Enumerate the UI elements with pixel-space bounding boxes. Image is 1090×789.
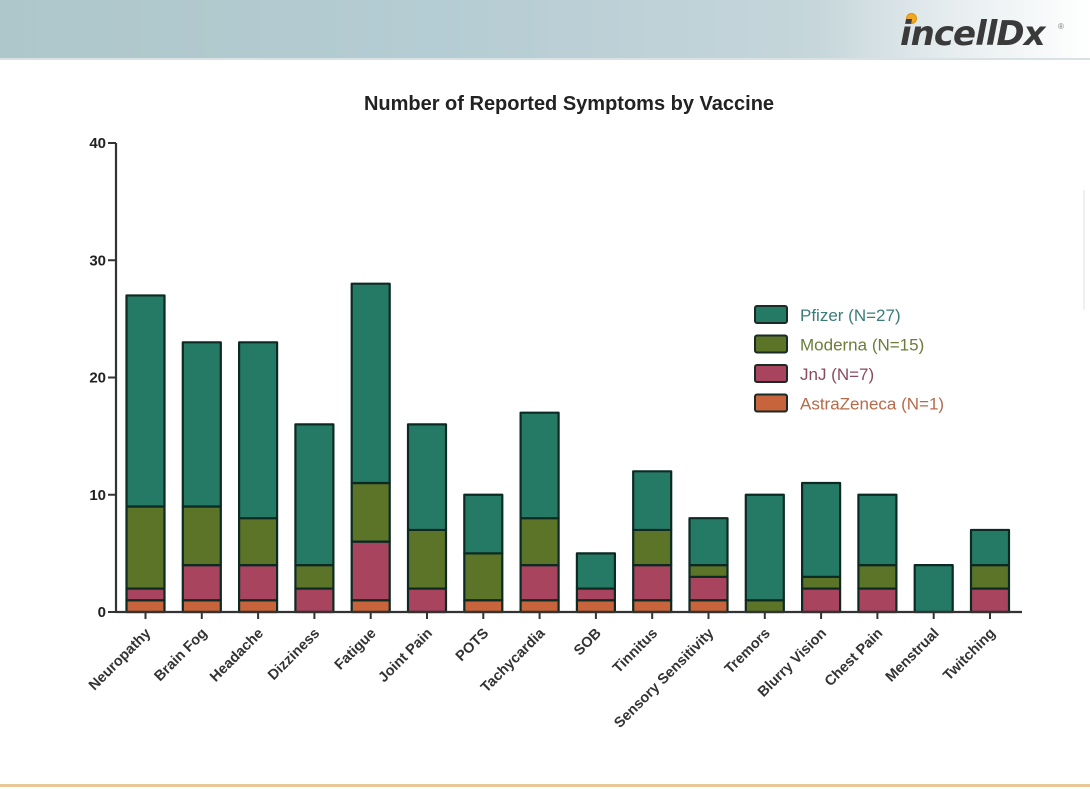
bar-segment-sensory-sensitivity-jnj (688, 575, 729, 602)
x-tick-label-menstrual: Menstrual (883, 626, 943, 686)
bar-segment-pots-pfizer (463, 493, 504, 555)
bar-segment-tachycardia-pfizer (519, 411, 560, 520)
bar-segment-pots-moderna (463, 552, 504, 602)
x-tick-label-dizziness: Dizziness (265, 626, 323, 684)
header-band (0, 0, 1090, 60)
footer-divider (0, 784, 1090, 787)
bar-segment-headache-jnj (238, 563, 279, 602)
bar-segment-pots-astrazeneca (463, 599, 504, 614)
legend-swatch-pfizer (754, 305, 788, 324)
bar-segment-chest-pain-pfizer (857, 493, 898, 567)
bar-segment-sensory-sensitivity-moderna (688, 563, 729, 578)
bar-segment-sensory-sensitivity-pfizer (688, 517, 729, 567)
bar-segment-joint-pain-jnj (406, 587, 448, 614)
bar-segment-neuropathy-jnj (125, 587, 166, 602)
logo-dot-icon (906, 13, 917, 24)
bar-segment-brain-fog-moderna (181, 505, 222, 567)
bar-segment-neuropathy-astrazeneca (125, 599, 166, 614)
bar-segment-fatigue-pfizer (350, 282, 391, 485)
y-tick-label-40: 40 (89, 135, 106, 152)
legend-swatch-jnj (754, 364, 788, 383)
legend-label-astrazeneca: AstraZeneca (N=1) (800, 395, 944, 414)
bar-segment-menstrual-pfizer (913, 563, 954, 614)
bar-segment-sob-jnj (575, 587, 617, 602)
x-tick-label-sob: SOB (571, 626, 605, 660)
bar-segment-dizziness-moderna (294, 563, 335, 590)
x-tick-label-brain-fog: Brain Fog (151, 626, 210, 685)
bar-segment-sob-pfizer (575, 552, 617, 590)
registered-mark: ® (1058, 22, 1064, 31)
bar-segment-fatigue-jnj (350, 540, 391, 602)
bar-segment-brain-fog-jnj (181, 563, 222, 602)
bar-segment-tinnitus-pfizer (632, 470, 673, 532)
bar-segment-fatigue-moderna (350, 481, 391, 543)
bar-segment-neuropathy-pfizer (125, 294, 166, 508)
bar-segment-headache-astrazeneca (238, 599, 279, 614)
legend-swatch-moderna (754, 334, 788, 354)
bar-segment-dizziness-pfizer (294, 423, 335, 567)
bar-segment-dizziness-jnj (294, 587, 335, 614)
x-tick-label-sensory-sensitivity: Sensory Sensitivity (611, 626, 717, 732)
x-tick-label-tinnitus: Tinnitus (610, 626, 661, 677)
bar-segment-tremors-pfizer (744, 493, 785, 602)
bar-segment-fatigue-astrazeneca (350, 599, 391, 614)
legend-label-moderna: Moderna (N=15) (800, 336, 924, 355)
bars-group (125, 282, 1011, 614)
bar-segment-blurry-vision-moderna (800, 575, 842, 590)
bar-segment-tachycardia-astrazeneca (519, 599, 560, 614)
bar-segment-twitching-moderna (969, 563, 1011, 590)
bar-segment-headache-pfizer (238, 341, 279, 520)
bar-segment-twitching-pfizer (969, 528, 1011, 567)
bar-segment-joint-pain-pfizer (406, 423, 448, 532)
bar-segment-blurry-vision-pfizer (800, 481, 842, 578)
x-tick-label-twitching: Twitching (940, 626, 998, 684)
y-tick-label-30: 30 (89, 252, 106, 269)
x-tick-label-chest-pain: Chest Pain (822, 626, 886, 690)
bar-segment-tremors-moderna (744, 599, 785, 614)
x-tick-label-tremors: Tremors (722, 626, 774, 678)
bar-segment-twitching-jnj (969, 587, 1011, 614)
bar-segment-tinnitus-moderna (632, 528, 673, 567)
bar-segment-tinnitus-jnj (632, 563, 673, 602)
legend-label-jnj: JnJ (N=7) (800, 365, 874, 384)
y-tick-label-20: 20 (89, 370, 106, 387)
legend-swatch-astrazeneca (754, 393, 788, 413)
slide-edge (1083, 190, 1085, 310)
x-tick-label-pots: POTS (453, 625, 492, 664)
bar-segment-chest-pain-moderna (857, 563, 898, 590)
bar-segment-brain-fog-astrazeneca (181, 599, 222, 614)
bar-segment-tachycardia-moderna (519, 517, 560, 567)
x-tick-label-neuropathy: Neuropathy (86, 626, 154, 694)
bar-segment-brain-fog-pfizer (181, 341, 222, 508)
y-tick-label-10: 10 (89, 487, 106, 504)
bar-segment-tinnitus-astrazeneca (632, 599, 673, 614)
y-tick-label-0: 0 (98, 604, 106, 621)
x-tick-label-fatigue: Fatigue (332, 626, 380, 674)
chart-title: Number of Reported Symptoms by Vaccine (364, 93, 774, 115)
bar-segment-joint-pain-moderna (406, 528, 448, 590)
legend-label-pfizer: Pfizer (N=27) (800, 306, 901, 325)
bar-segment-sob-astrazeneca (575, 599, 617, 614)
bar-segment-neuropathy-moderna (125, 505, 166, 590)
x-tick-label-headache: Headache (207, 626, 267, 686)
bar-segment-sensory-sensitivity-astrazeneca (688, 599, 729, 614)
bar-segment-blurry-vision-jnj (800, 587, 842, 614)
legend-group: Pfizer (N=27) Moderna (N=15) JnJ (N=7) Astr… (754, 305, 944, 414)
bar-segment-chest-pain-jnj (857, 587, 898, 614)
x-tick-label-joint-pain: Joint Pain (376, 626, 436, 686)
bar-segment-tachycardia-jnj (519, 563, 560, 602)
incelldx-logo: incellDx (900, 14, 1046, 54)
bar-segment-headache-moderna (238, 517, 279, 567)
